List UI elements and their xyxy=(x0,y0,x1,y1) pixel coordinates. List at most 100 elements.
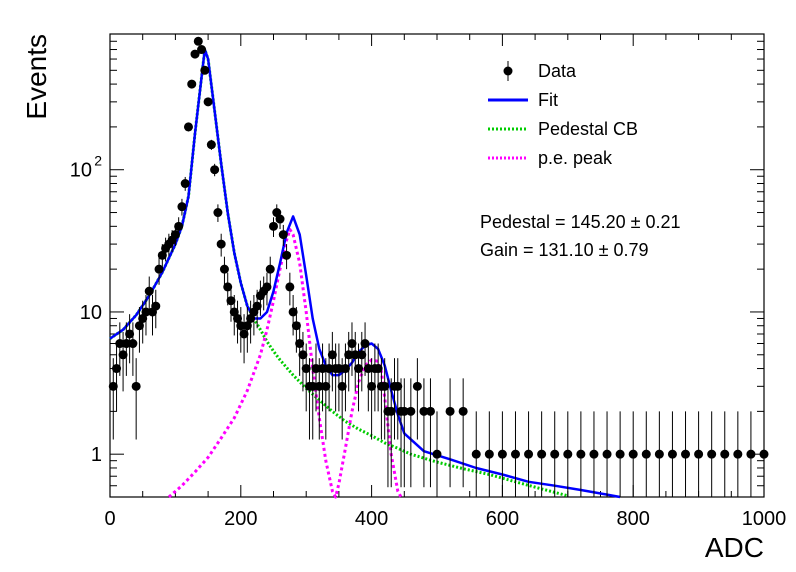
data-point xyxy=(380,381,390,391)
legend-label-pe: p.e. peak xyxy=(538,148,613,168)
fit-annotation: Gain = 131.10 ± 0.79 xyxy=(480,240,649,260)
data-point xyxy=(262,282,272,292)
data-point xyxy=(282,250,292,260)
data-point xyxy=(386,406,396,416)
curve-fit xyxy=(109,48,621,499)
curve-pedestal-cb xyxy=(109,48,569,498)
data-point xyxy=(242,321,252,331)
y-tick-label: 1 xyxy=(91,444,102,466)
data-point xyxy=(206,140,216,150)
x-tick-label: 200 xyxy=(224,508,257,530)
data-point xyxy=(278,230,288,240)
data-point xyxy=(180,179,190,189)
data-point xyxy=(419,406,429,416)
data-point xyxy=(327,350,337,360)
data-point xyxy=(412,381,422,391)
data-point xyxy=(360,339,370,349)
data-point xyxy=(112,364,122,374)
data-point xyxy=(239,329,249,339)
data-point xyxy=(311,364,321,374)
data-point xyxy=(337,381,347,391)
data-point xyxy=(131,381,141,391)
data-point xyxy=(471,449,481,459)
x-tick-label: 1000 xyxy=(742,508,787,530)
y-tick-exponent: 2 xyxy=(94,153,102,169)
data-point xyxy=(301,364,311,374)
data-point xyxy=(291,321,301,331)
y-tick-label: 10 xyxy=(80,302,102,324)
data-point xyxy=(193,36,203,46)
data-point xyxy=(458,406,468,416)
data-point xyxy=(295,339,305,349)
data-point xyxy=(285,282,295,292)
data-point xyxy=(628,449,638,459)
y-tick-label: 10 xyxy=(70,160,92,182)
data-point xyxy=(576,449,586,459)
data-point xyxy=(226,296,236,306)
data-point xyxy=(210,165,220,175)
data-point xyxy=(347,339,357,349)
data-point xyxy=(654,449,664,459)
data-point xyxy=(115,339,125,349)
data-point xyxy=(759,449,769,459)
data-point xyxy=(174,221,184,231)
data-point xyxy=(275,214,285,224)
x-tick-label: 600 xyxy=(486,508,519,530)
data-point xyxy=(134,321,144,331)
x-tick-label: 800 xyxy=(617,508,650,530)
data-point xyxy=(252,301,262,311)
x-tick-labels: 0 200 400 600 800 1000 xyxy=(104,508,786,530)
data-point xyxy=(406,406,416,416)
legend: Data Fit Pedestal CB p.e. peak xyxy=(488,61,638,168)
data-point xyxy=(425,406,435,416)
data-point xyxy=(183,122,193,132)
data-point xyxy=(563,449,573,459)
data-point xyxy=(524,449,534,459)
data-point xyxy=(121,339,131,349)
data-point xyxy=(197,45,207,55)
data-point xyxy=(200,65,210,75)
data-point xyxy=(236,321,246,331)
data-point xyxy=(399,406,409,416)
data-point xyxy=(720,449,730,459)
data-point xyxy=(350,350,360,360)
data-point xyxy=(667,449,677,459)
data-point xyxy=(233,313,243,323)
fit-annotations: Pedestal = 145.20 ± 0.21 Gain = 131.10 ± … xyxy=(480,212,681,260)
data-point xyxy=(108,381,118,391)
data-point xyxy=(177,202,187,212)
data-point xyxy=(318,364,328,374)
data-point xyxy=(602,449,612,459)
data-point xyxy=(445,406,455,416)
data-point xyxy=(308,381,318,391)
legend-label-data: Data xyxy=(538,61,577,81)
data-point xyxy=(393,381,403,391)
data-point xyxy=(357,350,367,360)
fit-annotation: Pedestal = 145.20 ± 0.21 xyxy=(480,212,681,232)
curve-p-e-peak xyxy=(167,228,403,499)
data-point xyxy=(128,339,138,349)
data-point xyxy=(170,230,180,240)
data-point xyxy=(733,449,743,459)
data-point xyxy=(589,449,599,459)
data-point xyxy=(432,449,442,459)
data-point xyxy=(219,264,229,274)
data-point xyxy=(537,449,547,459)
data-point xyxy=(213,208,223,218)
data-point xyxy=(373,364,383,374)
data-point xyxy=(321,381,331,391)
data-point xyxy=(265,264,275,274)
x-tick-label: 0 xyxy=(104,508,115,530)
data-point xyxy=(216,239,226,249)
data-point xyxy=(707,449,717,459)
x-axis-title: ADC xyxy=(705,532,764,563)
data-point xyxy=(157,250,167,260)
data-point xyxy=(154,264,164,274)
data-point xyxy=(223,282,233,292)
data-point xyxy=(344,350,354,360)
data-point xyxy=(298,350,308,360)
x-tick-label: 400 xyxy=(355,508,388,530)
fit-curves xyxy=(109,48,621,499)
